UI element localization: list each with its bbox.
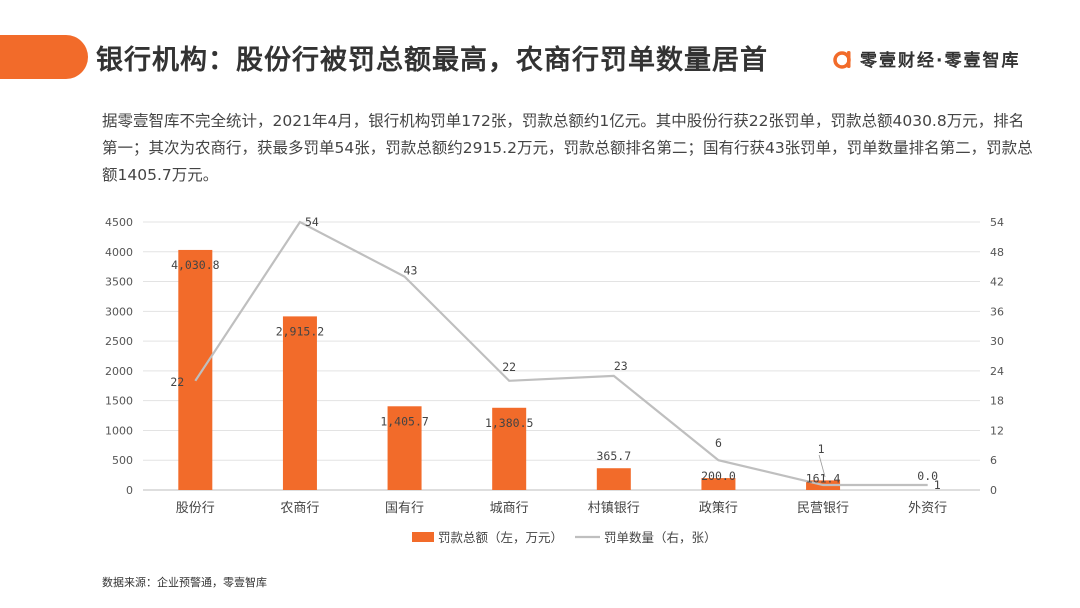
bar-data-label: 4,030.8 [171, 258, 220, 272]
legend-bar-label: 罚款总额（左，万元） [438, 530, 563, 545]
line-data-label: 6 [715, 436, 722, 450]
bar-data-label: 2,915.2 [276, 324, 324, 338]
y-right-tick-label: 18 [990, 395, 1004, 408]
source-note: 数据来源：企业预警通，零壹智库 [102, 576, 267, 589]
bar [492, 407, 527, 490]
y-right-tick-label: 12 [990, 424, 1004, 437]
legend-line-label: 罚单数量（右，张） [604, 530, 717, 545]
x-category-label: 农商行 [280, 501, 319, 516]
bar [387, 406, 422, 490]
title-accent-bar [0, 35, 88, 79]
y-left-tick-label: 2000 [105, 365, 133, 378]
y-right-tick-label: 30 [990, 335, 1004, 348]
x-category-label: 国有行 [385, 501, 424, 516]
y-right-tick-label: 42 [990, 276, 1004, 289]
label-leader-line [818, 454, 826, 478]
y-left-tick-label: 1500 [105, 395, 133, 408]
line-data-label: 54 [305, 215, 319, 229]
x-category-label: 政策行 [699, 500, 738, 516]
y-right-tick-label: 24 [990, 365, 1004, 378]
line-data-label: 23 [614, 359, 628, 373]
bar [701, 478, 736, 490]
bar-data-label: 1,380.5 [485, 416, 533, 430]
y-left-tick-label: 2500 [105, 335, 133, 348]
brand-logo-icon [833, 50, 851, 69]
bar-data-label: 200.0 [701, 469, 736, 483]
y-right-tick-label: 6 [990, 454, 997, 467]
line-series [194, 220, 928, 487]
line-data-label: 1 [818, 442, 825, 456]
bar [282, 316, 317, 490]
legend-bar-swatch [412, 532, 434, 542]
y-left-tick-label: 500 [112, 454, 133, 467]
line-data-label: 22 [170, 375, 184, 389]
y-left-tick-label: 3000 [105, 305, 133, 318]
bar [178, 249, 213, 490]
page-title: 银行机构：股份行被罚总额最高，农商行罚单数量居首 [96, 45, 768, 76]
bar-data-label: 161.4 [806, 471, 841, 485]
brand-name: 零壹财经·零壹智库 [860, 51, 1021, 71]
y-right-tick-label: 48 [990, 246, 1004, 259]
y-left-tick-label: 3500 [105, 276, 133, 289]
y-left-tick-label: 4500 [105, 216, 133, 229]
y-left-tick-label: 1000 [105, 424, 133, 437]
bar-data-label: 0.0 [917, 469, 938, 483]
x-category-label: 民营银行 [797, 501, 849, 516]
description-text: 据零壹智库不完全统计，2021年4月，银行机构罚单172张，罚款总额约1亿元。其… [102, 112, 1033, 184]
x-category-label: 股份行 [176, 501, 215, 516]
line-data-label: 1 [934, 478, 941, 492]
bar [596, 468, 631, 490]
line-data-label: 43 [404, 264, 418, 278]
x-category-label: 村镇银行 [588, 501, 640, 516]
bar-data-label: 1,405.7 [380, 414, 429, 428]
y-right-tick-label: 36 [990, 305, 1004, 318]
x-category-label: 城商行 [490, 501, 529, 516]
brand: 零壹财经·零壹智库 [832, 46, 1020, 71]
bar-data-label: 365.7 [597, 449, 632, 463]
line-data-label: 22 [502, 360, 516, 374]
y-left-tick-label: 0 [126, 484, 133, 497]
y-right-tick-label: 54 [990, 216, 1004, 229]
x-category-label: 外资行 [908, 501, 947, 516]
y-left-tick-label: 4000 [105, 246, 133, 259]
y-right-tick-label: 0 [990, 484, 997, 497]
